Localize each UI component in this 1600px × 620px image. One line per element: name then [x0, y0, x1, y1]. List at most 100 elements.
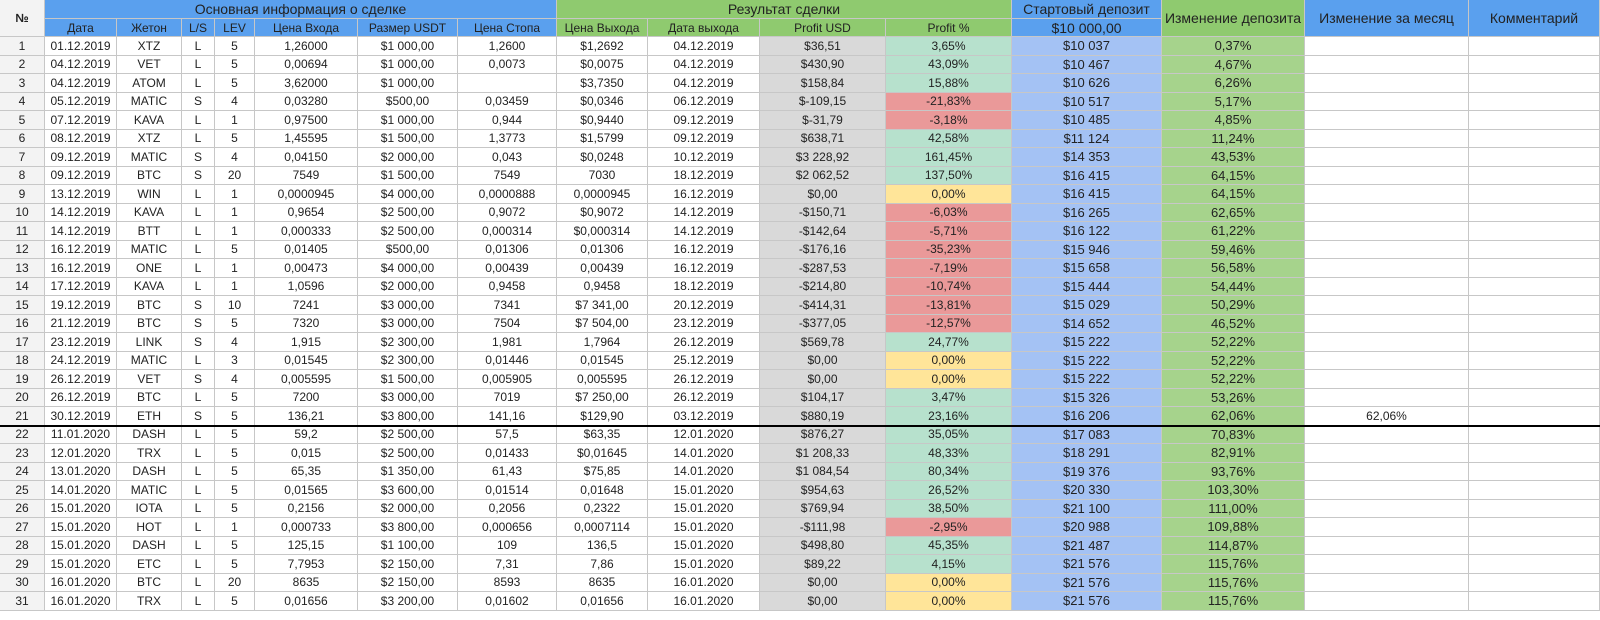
- cell-stop-price[interactable]: 0,2056: [458, 499, 557, 518]
- cell-monthly-change[interactable]: [1305, 55, 1469, 74]
- cell-entry-price[interactable]: 7241: [255, 296, 358, 315]
- cell-comment[interactable]: [1469, 499, 1600, 518]
- cell-exit-date[interactable]: 15.01.2020: [648, 555, 760, 574]
- cell-date[interactable]: 04.12.2019: [45, 74, 117, 93]
- cell-size-usdt[interactable]: $2 500,00: [358, 444, 458, 463]
- cell-monthly-change[interactable]: [1305, 166, 1469, 185]
- cell-stop-price[interactable]: 1,981: [458, 333, 557, 352]
- cell-entry-price[interactable]: 1,26000: [255, 37, 358, 56]
- cell-exit-date[interactable]: 15.01.2020: [648, 536, 760, 555]
- table-row[interactable]: 6 08.12.2019 XTZ L 5 1,45595 $1 500,00 1,3773 $1…: [0, 129, 1600, 148]
- cell-size-usdt[interactable]: $3 200,00: [358, 592, 458, 611]
- cell-exit-date[interactable]: 25.12.2019: [648, 351, 760, 370]
- cell-deposit[interactable]: $16 415: [1012, 185, 1162, 204]
- table-row[interactable]: 23 12.01.2020 TRX L 5 0,015 $2 500,00 0,01433 $0…: [0, 444, 1600, 463]
- cell-ls[interactable]: L: [182, 259, 215, 278]
- cell-profit-usd[interactable]: $954,63: [760, 481, 886, 500]
- cell-comment[interactable]: [1469, 222, 1600, 241]
- cell-profit-usd[interactable]: -$377,05: [760, 314, 886, 333]
- cell-num[interactable]: 29: [0, 555, 45, 574]
- cell-entry-price[interactable]: 0,00473: [255, 259, 358, 278]
- cell-exit-date[interactable]: 18.12.2019: [648, 166, 760, 185]
- cell-profit-usd[interactable]: -$214,80: [760, 277, 886, 296]
- cell-exit-date[interactable]: 09.12.2019: [648, 129, 760, 148]
- cell-entry-price[interactable]: 0,0000945: [255, 185, 358, 204]
- cell-exit-date[interactable]: 16.01.2020: [648, 592, 760, 611]
- cell-entry-price[interactable]: 0,005595: [255, 370, 358, 389]
- cell-lev[interactable]: 5: [215, 314, 255, 333]
- cell-deposit[interactable]: $15 029: [1012, 296, 1162, 315]
- cell-size-usdt[interactable]: $3 800,00: [358, 407, 458, 426]
- cell-date[interactable]: 16.12.2019: [45, 240, 117, 259]
- cell-profit-pct[interactable]: -7,19%: [886, 259, 1012, 278]
- cell-exit-date[interactable]: 15.01.2020: [648, 481, 760, 500]
- cell-monthly-change[interactable]: [1305, 370, 1469, 389]
- table-row[interactable]: 2 04.12.2019 VET L 5 0,00694 $1 000,00 0,0073 $0…: [0, 55, 1600, 74]
- cell-deposit-change[interactable]: 6,26%: [1162, 74, 1305, 93]
- cell-lev[interactable]: 5: [215, 37, 255, 56]
- cell-num[interactable]: 24: [0, 462, 45, 481]
- cell-num[interactable]: 23: [0, 444, 45, 463]
- cell-exit-price[interactable]: 0,01545: [557, 351, 648, 370]
- cell-exit-price[interactable]: $129,90: [557, 407, 648, 426]
- cell-profit-pct[interactable]: -13,81%: [886, 296, 1012, 315]
- cell-deposit[interactable]: $11 124: [1012, 129, 1162, 148]
- cell-lev[interactable]: 5: [215, 388, 255, 407]
- cell-deposit-change[interactable]: 11,24%: [1162, 129, 1305, 148]
- cell-profit-pct[interactable]: 3,47%: [886, 388, 1012, 407]
- cell-profit-usd[interactable]: $3 228,92: [760, 148, 886, 167]
- cell-profit-pct[interactable]: -21,83%: [886, 92, 1012, 111]
- cell-lev[interactable]: 5: [215, 462, 255, 481]
- cell-monthly-change[interactable]: [1305, 518, 1469, 537]
- cell-size-usdt[interactable]: $500,00: [358, 240, 458, 259]
- cell-monthly-change[interactable]: [1305, 388, 1469, 407]
- cell-ls[interactable]: S: [182, 92, 215, 111]
- cell-entry-price[interactable]: 0,04150: [255, 148, 358, 167]
- table-row[interactable]: 25 14.01.2020 MATIC L 5 0,01565 $3 600,00 0,015…: [0, 481, 1600, 500]
- cell-deposit-change[interactable]: 64,15%: [1162, 185, 1305, 204]
- cell-date[interactable]: 26.12.2019: [45, 388, 117, 407]
- cell-profit-usd[interactable]: $876,27: [760, 425, 886, 444]
- cell-profit-usd[interactable]: $569,78: [760, 333, 886, 352]
- cell-comment[interactable]: [1469, 333, 1600, 352]
- cell-exit-date[interactable]: 23.12.2019: [648, 314, 760, 333]
- cell-num[interactable]: 12: [0, 240, 45, 259]
- cell-deposit[interactable]: $15 658: [1012, 259, 1162, 278]
- cell-num[interactable]: 20: [0, 388, 45, 407]
- cell-profit-pct[interactable]: 0,00%: [886, 592, 1012, 611]
- cell-exit-date[interactable]: 16.12.2019: [648, 185, 760, 204]
- table-row[interactable]: 3 04.12.2019 ATOM L 5 3,62000 $1 000,00 $3,7350…: [0, 74, 1600, 93]
- cell-num[interactable]: 19: [0, 370, 45, 389]
- cell-deposit[interactable]: $15 222: [1012, 333, 1162, 352]
- cell-size-usdt[interactable]: $2 150,00: [358, 555, 458, 574]
- cell-deposit[interactable]: $17 083: [1012, 425, 1162, 444]
- cell-num[interactable]: 4: [0, 92, 45, 111]
- cell-profit-pct[interactable]: -6,03%: [886, 203, 1012, 222]
- cell-stop-price[interactable]: 7341: [458, 296, 557, 315]
- cell-token[interactable]: DASH: [117, 425, 182, 444]
- cell-lev[interactable]: 1: [215, 277, 255, 296]
- cell-monthly-change[interactable]: [1305, 573, 1469, 592]
- cell-stop-price[interactable]: 7549: [458, 166, 557, 185]
- cell-token[interactable]: ETH: [117, 407, 182, 426]
- cell-ls[interactable]: S: [182, 148, 215, 167]
- cell-profit-pct[interactable]: 137,50%: [886, 166, 1012, 185]
- cell-lev[interactable]: 3: [215, 351, 255, 370]
- cell-size-usdt[interactable]: $1 500,00: [358, 166, 458, 185]
- table-row[interactable]: 4 05.12.2019 MATIC S 4 0,03280 $500,00 0,03459 $…: [0, 92, 1600, 111]
- cell-num[interactable]: 15: [0, 296, 45, 315]
- cell-token[interactable]: TRX: [117, 592, 182, 611]
- cell-deposit-change[interactable]: 64,15%: [1162, 166, 1305, 185]
- cell-comment[interactable]: [1469, 518, 1600, 537]
- cell-stop-price[interactable]: 61,43: [458, 462, 557, 481]
- header-monthly-change[interactable]: Изменение за месяц: [1305, 0, 1469, 37]
- cell-deposit[interactable]: $14 353: [1012, 148, 1162, 167]
- cell-num[interactable]: 7: [0, 148, 45, 167]
- table-row[interactable]: 29 15.01.2020 ETC L 5 7,7953 $2 150,00 7,31 7,86…: [0, 555, 1600, 574]
- column-header-exit-price[interactable]: Цена Выхода: [557, 19, 648, 37]
- cell-comment[interactable]: [1469, 388, 1600, 407]
- cell-exit-date[interactable]: 14.12.2019: [648, 203, 760, 222]
- cell-deposit[interactable]: $16 265: [1012, 203, 1162, 222]
- cell-exit-price[interactable]: 8635: [557, 573, 648, 592]
- cell-exit-date[interactable]: 04.12.2019: [648, 55, 760, 74]
